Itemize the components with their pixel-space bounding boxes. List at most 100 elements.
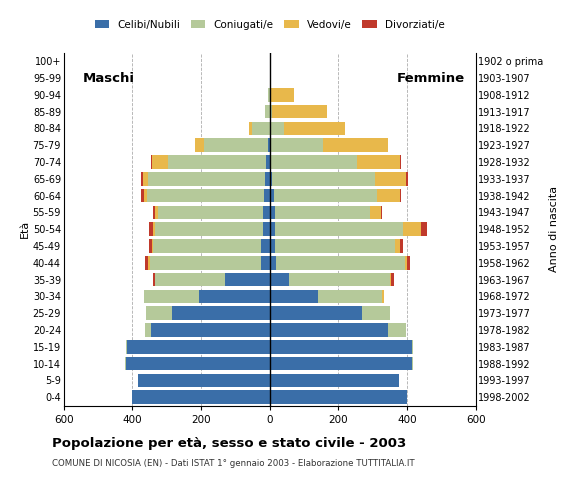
Y-axis label: Anno di nascita: Anno di nascita [549,186,559,272]
Bar [147,189,263,203]
Bar [400,239,403,253]
Bar [151,323,270,337]
Bar [132,390,270,404]
Bar [149,239,151,253]
Text: Femmine: Femmine [397,72,465,84]
Bar [168,155,266,169]
Bar [270,256,276,270]
Bar [137,373,270,387]
Bar [270,390,407,404]
Bar [405,172,408,186]
Bar [152,155,168,169]
Bar [146,256,148,270]
Bar [270,239,274,253]
Bar [158,205,263,219]
Bar [144,189,147,203]
Bar [270,138,323,152]
Bar [270,340,412,354]
Bar [400,189,401,203]
Text: COMUNE DI NICOSIA (EN) - Dati ISTAT 1° gennaio 2003 - Elaborazione TUTTITALIA.IT: COMUNE DI NICOSIA (EN) - Dati ISTAT 1° g… [52,459,415,468]
Bar [148,256,150,270]
Bar [400,155,401,169]
Bar [270,155,271,169]
Y-axis label: Età: Età [20,220,30,239]
Bar [370,205,381,219]
Bar [274,239,396,253]
Bar [270,105,273,119]
Bar [407,256,410,270]
Bar [396,239,400,253]
Text: Maschi: Maschi [82,72,135,84]
Bar [148,222,153,236]
Bar [270,373,400,387]
Bar [318,289,382,303]
Bar [270,357,412,371]
Bar [155,205,158,219]
Bar [127,340,270,354]
Bar [172,306,270,320]
Bar [151,239,153,253]
Bar [270,172,273,186]
Bar [146,306,172,320]
Bar [271,155,357,169]
Bar [270,323,388,337]
Bar [270,121,284,135]
Bar [126,340,127,354]
Text: Popolazione per età, sesso e stato civile - 2003: Popolazione per età, sesso e stato civil… [52,437,407,450]
Bar [270,71,271,85]
Bar [391,273,394,287]
Bar [252,121,270,135]
Bar [151,155,152,169]
Bar [276,256,405,270]
Bar [412,340,414,354]
Bar [249,121,252,135]
Bar [266,155,270,169]
Bar [145,323,151,337]
Bar [390,273,391,287]
Bar [265,105,270,119]
Bar [403,222,421,236]
Bar [375,172,405,186]
Bar [270,273,289,287]
Bar [284,121,345,135]
Bar [142,189,144,203]
Bar [261,239,270,253]
Bar [261,256,270,270]
Bar [200,289,270,303]
Bar [271,88,295,102]
Bar [268,138,270,152]
Bar [323,138,388,152]
Bar [274,189,377,203]
Bar [273,105,327,119]
Bar [153,273,155,287]
Bar [377,189,400,203]
Bar [270,306,362,320]
Bar [155,222,263,236]
Bar [274,222,403,236]
Bar [273,172,375,186]
Bar [270,189,274,203]
Bar [270,289,318,303]
Bar [263,189,270,203]
Bar [155,273,225,287]
Bar [421,222,427,236]
Bar [362,306,390,320]
Bar [153,205,155,219]
Bar [144,289,200,303]
Legend: Celibi/Nubili, Coniugati/e, Vedovi/e, Divorziati/e: Celibi/Nubili, Coniugati/e, Vedovi/e, Di… [92,17,447,32]
Bar [382,289,383,303]
Bar [357,155,400,169]
Bar [142,172,143,186]
Bar [143,172,148,186]
Bar [148,172,264,186]
Bar [263,205,270,219]
Bar [263,222,270,236]
Bar [125,357,270,371]
Bar [289,273,390,287]
Bar [150,256,261,270]
Bar [153,222,155,236]
Bar [270,88,271,102]
Bar [412,357,414,371]
Bar [274,205,370,219]
Bar [270,222,274,236]
